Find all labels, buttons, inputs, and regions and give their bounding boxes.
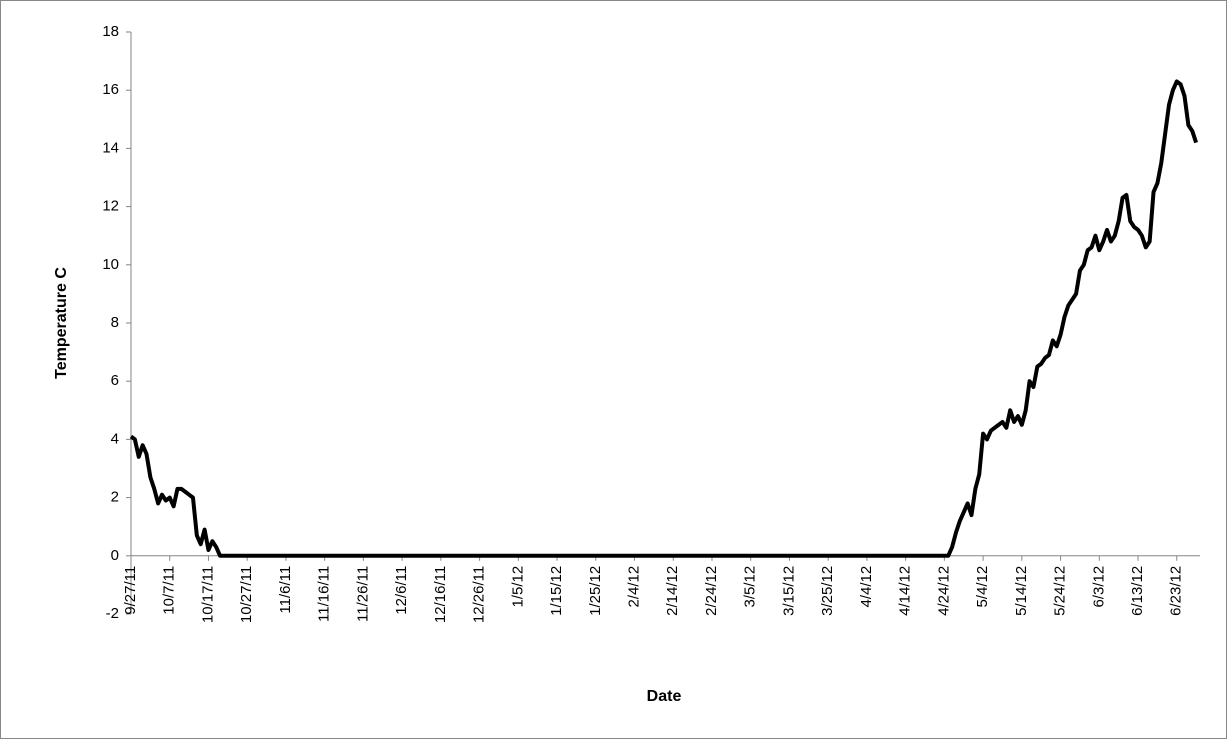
y-tick-label: 14 (102, 139, 119, 156)
x-tick-label: 6/13/12 (1129, 566, 1146, 616)
y-tick-label: 4 (111, 430, 119, 447)
x-tick-label: 1/5/12 (509, 566, 526, 608)
x-tick-label: 9/27/11 (122, 566, 139, 615)
y-tick-label: -2 (106, 605, 119, 622)
x-tick-label: 1/25/12 (587, 566, 604, 616)
x-tick-label: 3/25/12 (819, 566, 836, 616)
x-tick-label: 3/5/12 (742, 566, 759, 608)
x-tick-label: 10/17/11 (199, 566, 216, 623)
x-tick-label: 10/7/11 (161, 566, 178, 615)
x-tick-label: 4/24/12 (935, 566, 952, 616)
y-tick-label: 8 (111, 314, 119, 331)
x-tick-label: 4/4/12 (858, 566, 875, 608)
x-axis-title: Date (647, 688, 682, 705)
x-tick-label: 5/24/12 (1052, 566, 1069, 616)
x-tick-label: 11/16/11 (316, 566, 333, 622)
x-tick-label: 5/14/12 (1013, 566, 1030, 616)
x-tick-label: 2/24/12 (703, 566, 720, 616)
y-tick-label: 18 (102, 23, 119, 40)
x-tick-label: 1/15/12 (548, 566, 565, 616)
x-tick-label: 12/6/11 (393, 566, 410, 615)
x-tick-label: 3/15/12 (780, 566, 797, 616)
y-tick-label: 0 (111, 547, 119, 564)
x-tick-label: 2/4/12 (625, 566, 642, 608)
x-tick-label: 2/14/12 (664, 566, 681, 616)
y-tick-label: 6 (111, 372, 119, 389)
y-tick-label: 16 (102, 81, 119, 98)
y-tick-label: 2 (111, 489, 119, 506)
x-tick-label: 11/6/11 (277, 566, 294, 614)
x-tick-label: 12/26/11 (471, 566, 488, 623)
x-tick-label: 12/16/11 (432, 566, 449, 623)
x-tick-label: 6/23/12 (1168, 566, 1185, 616)
y-tick-label: 12 (102, 198, 119, 215)
x-tick-label: 5/4/12 (974, 566, 991, 608)
x-tick-label: 10/27/11 (238, 566, 255, 623)
data-line (129, 79, 1199, 558)
x-tick-label: 11/26/11 (354, 566, 371, 622)
y-axis-title: Temperature C (53, 267, 70, 379)
x-tick-label: 6/3/12 (1090, 566, 1107, 608)
y-tick-label: 10 (102, 256, 119, 273)
x-tick-label: 4/14/12 (897, 566, 914, 616)
